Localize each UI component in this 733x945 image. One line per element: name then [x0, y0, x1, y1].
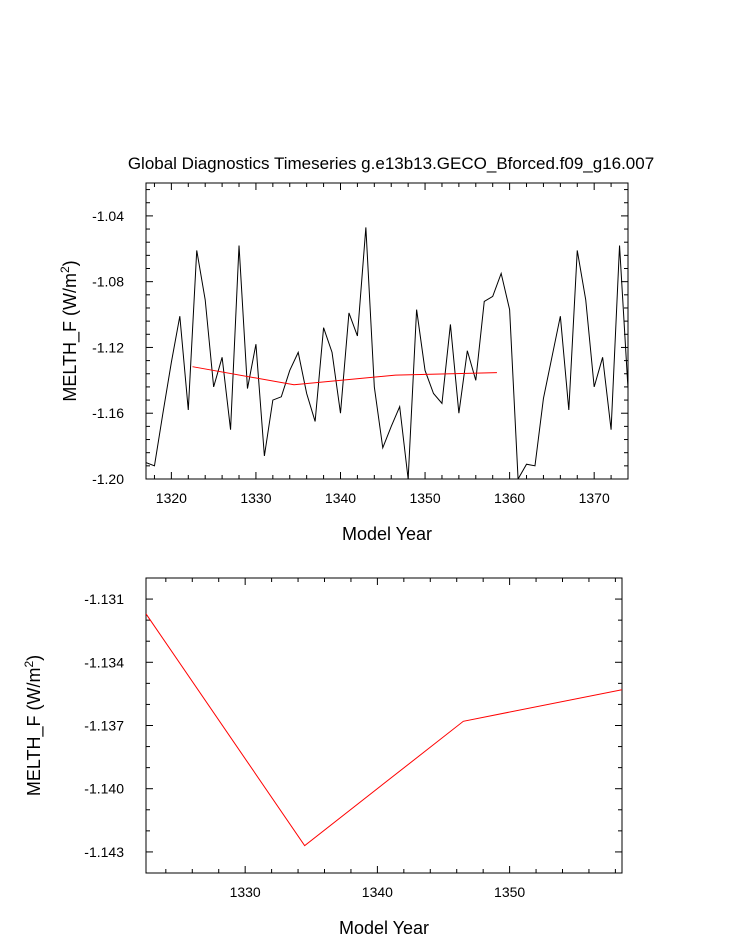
y-tick-label: -1.12: [92, 339, 124, 355]
x-tick-label: 1340: [325, 490, 356, 506]
y-tick-label: -1.137: [84, 718, 124, 734]
x-tick-label: 1330: [230, 884, 261, 900]
plot-frame: [145, 182, 629, 480]
x-tick-label: 1370: [579, 490, 610, 506]
series-line-annual: [146, 227, 628, 479]
y-tick-label: -1.131: [84, 591, 124, 607]
x-tick-label: 1360: [494, 490, 525, 506]
y-tick-label: -1.143: [84, 844, 124, 860]
chart-title: Global Diagnostics Timeseries g.e13b13.G…: [128, 154, 654, 173]
x-tick-label: 1350: [494, 884, 525, 900]
y-axis-title: MELTH_F (W/m2): [22, 655, 45, 796]
plot-frame: [145, 577, 623, 874]
x-tick-label: 1340: [362, 884, 393, 900]
y-tick-label: -1.20: [92, 471, 124, 487]
x-tick-label: 1320: [156, 490, 187, 506]
chart-panel-2: 1330 1340 1350 -1.143 -1.140 -1.137 -1.134 -1.1…: [22, 577, 623, 938]
chart-panel-1: Global Diagnostics Timeseries g.e13b13.G…: [58, 154, 654, 544]
x-axis-title: Model Year: [342, 524, 432, 544]
y-tick-label: -1.04: [92, 208, 124, 224]
y-tick-label: -1.134: [84, 654, 124, 670]
x-tick-label: 1330: [240, 490, 271, 506]
y-axis-title: MELTH_F (W/m2): [58, 260, 81, 401]
series-line-running-mean: [192, 366, 497, 386]
y-tick-label: -1.16: [92, 405, 124, 421]
x-tick-label: 1350: [409, 490, 440, 506]
x-axis-title: Model Year: [339, 918, 429, 938]
y-tick-label: -1.140: [84, 781, 124, 797]
series-line-running-mean: [146, 613, 622, 847]
y-tick-label: -1.08: [92, 274, 124, 290]
